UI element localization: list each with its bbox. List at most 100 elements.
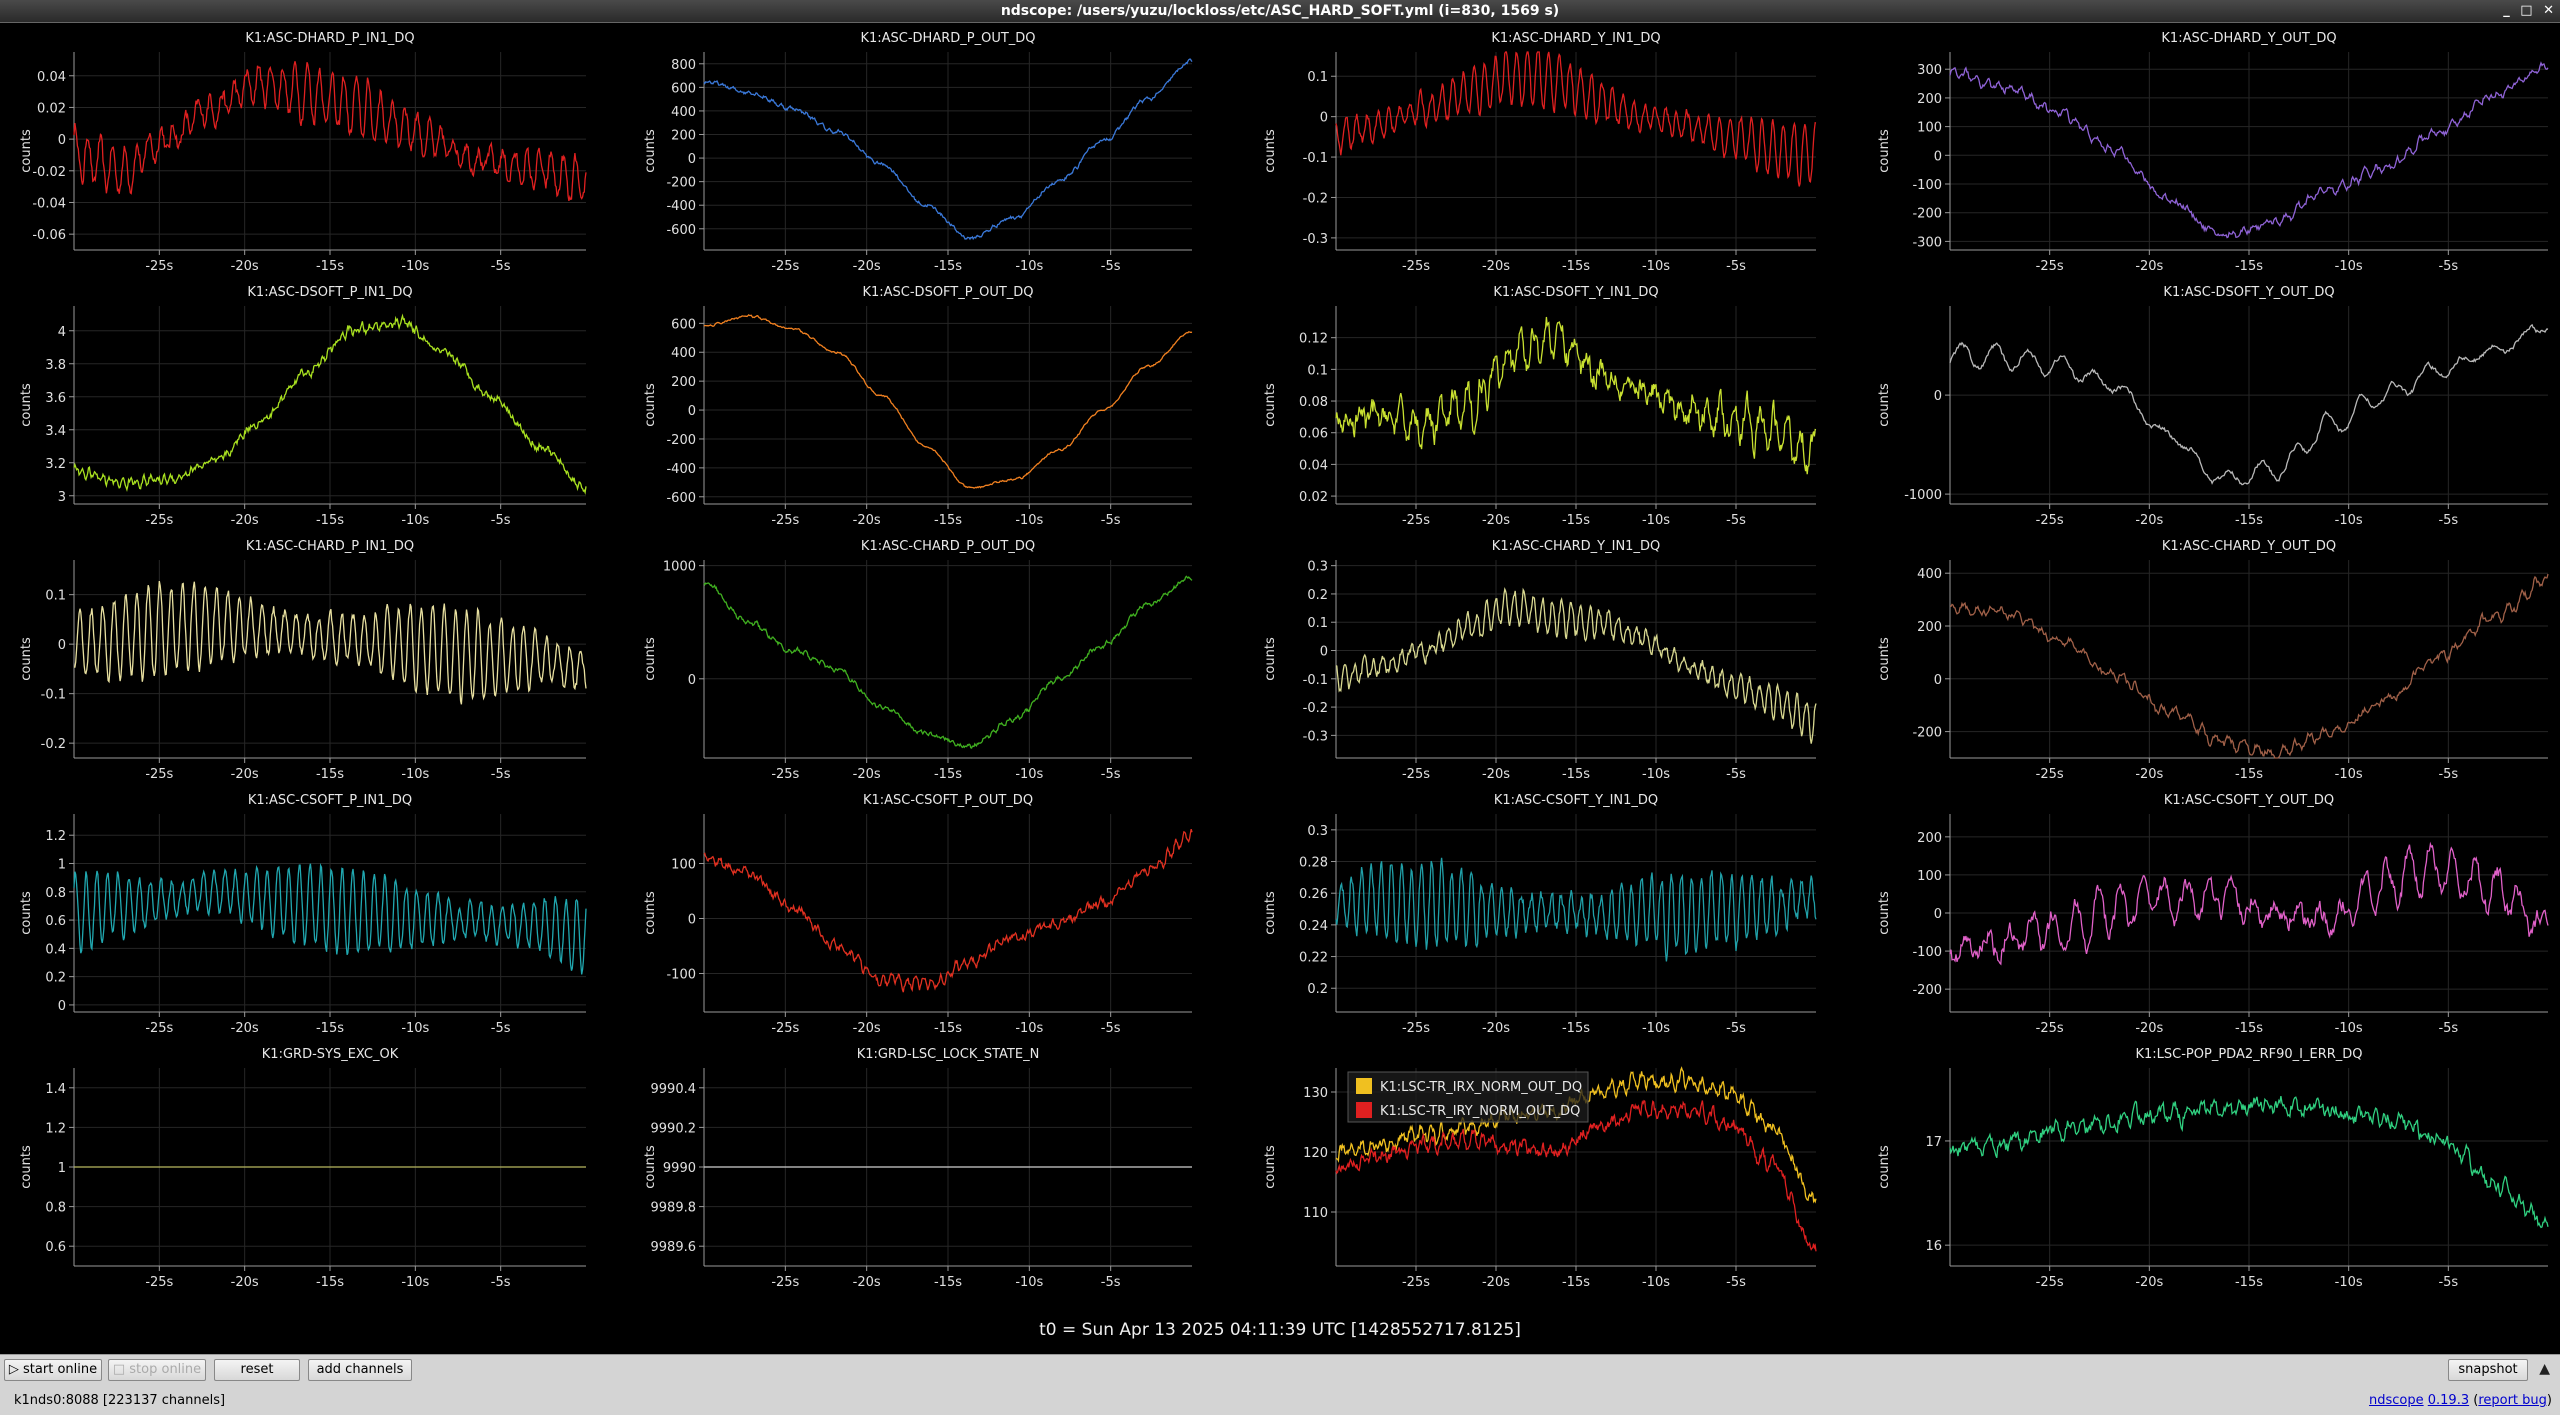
y-axis-label: counts	[1877, 891, 1892, 935]
legend-swatch	[1356, 1102, 1372, 1118]
app-link[interactable]: ndscope	[2368, 1393, 2424, 1408]
maximize-icon[interactable]: □	[2520, 3, 2533, 18]
x-tick-label: -5s	[491, 767, 511, 782]
series-line	[1949, 1095, 2549, 1229]
y-tick-label: 0.06	[1299, 427, 1328, 442]
x-tick-label: -20s	[231, 1021, 259, 1036]
plot-canvas[interactable]: K1:ASC-DHARD_P_IN1_DQ -25s -20s -15s -10s -5s…	[0, 24, 2560, 1324]
y-tick-label: 400	[671, 346, 696, 361]
plot-panel[interactable]: K1:ASC-DHARD_P_OUT_DQ -25s -20s -15s -10s -5s…	[643, 31, 1193, 274]
x-tick-label: -10s	[2335, 259, 2363, 274]
y-tick-label: 0.02	[37, 101, 66, 116]
plot-panel[interactable]: K1:ASC-DHARD_Y_OUT_DQ -25s -20s -15s -10s -5s…	[1877, 31, 2549, 274]
series-line	[73, 863, 587, 975]
minimize-icon[interactable]: _	[2503, 3, 2510, 18]
y-tick-label: 0	[58, 999, 66, 1014]
plot-panel[interactable]: K1:ASC-DSOFT_Y_OUT_DQ -25s -20s -15s -10s -5s…	[1877, 285, 2549, 528]
x-tick-label: -20s	[853, 259, 881, 274]
x-tick-label: -25s	[2036, 1021, 2064, 1036]
version-link[interactable]: 0.19.3	[2427, 1393, 2470, 1408]
x-tick-label: -5s	[1101, 767, 1121, 782]
x-tick-label: -15s	[934, 1275, 962, 1290]
y-tick-label: 0.2	[1307, 588, 1328, 603]
y-tick-label: 0.28	[1299, 856, 1328, 871]
plot-title: K1:ASC-CHARD_P_OUT_DQ	[861, 539, 1035, 554]
x-tick-label: -5s	[2438, 513, 2458, 528]
x-tick-label: -15s	[1562, 259, 1590, 274]
y-tick-label: 0	[1934, 673, 1942, 688]
plot-panel[interactable]: -25s -20s -15s -10s -5s 130 120 110 counts K1:LSC…	[1263, 1066, 1817, 1290]
y-tick-label: 0.6	[45, 914, 66, 929]
start-online-button[interactable]: ▷ start online	[4, 1359, 102, 1381]
add-channels-button[interactable]: add channels	[308, 1359, 412, 1381]
y-axis-label: counts	[19, 383, 34, 427]
plot-panel[interactable]: K1:ASC-CSOFT_P_IN1_DQ -25s -20s -15s -10s -5s…	[19, 793, 587, 1036]
x-tick-label: -20s	[853, 513, 881, 528]
stop-online-button[interactable]: □ stop online	[108, 1359, 206, 1381]
collapse-arrow-icon[interactable]: ▲	[2539, 1361, 2550, 1377]
y-tick-label: 600	[671, 81, 696, 96]
x-tick-label: -20s	[853, 1021, 881, 1036]
x-tick-label: -5s	[2438, 1021, 2458, 1036]
plot-panel[interactable]: K1:ASC-DSOFT_Y_IN1_DQ -25s -20s -15s -10s -5s…	[1263, 285, 1817, 528]
report-bug-link[interactable]: report bug	[2478, 1393, 2547, 1408]
y-axis-label: counts	[19, 129, 34, 173]
series-line	[1335, 51, 1817, 187]
y-tick-label: 600	[671, 317, 696, 332]
legend-box	[1347, 1071, 1589, 1123]
y-tick-label: 800	[671, 58, 696, 73]
legend-swatch	[1356, 1078, 1372, 1094]
y-tick-label: -0.3	[1303, 729, 1328, 744]
x-tick-label: -10s	[1015, 1275, 1043, 1290]
x-tick-label: -20s	[2135, 1021, 2163, 1036]
y-tick-label: -0.02	[32, 165, 66, 180]
plot-title: K1:ASC-DHARD_Y_IN1_DQ	[1491, 31, 1660, 46]
y-tick-label: 9990	[663, 1161, 696, 1176]
plot-panel[interactable]: K1:GRD-SYS_EXC_OK -25s -20s -15s -10s -5s 1.4 1…	[19, 1047, 586, 1290]
plot-panel[interactable]: K1:GRD-LSC_LOCK_STATE_N -25s -20s -15s -10s -…	[643, 1047, 1192, 1290]
plot-panel[interactable]: K1:ASC-CHARD_Y_OUT_DQ -25s -20s -15s -10s -5s…	[1877, 539, 2549, 782]
plot-panel[interactable]: K1:ASC-DHARD_P_IN1_DQ -25s -20s -15s -10s -5s…	[19, 31, 587, 274]
y-axis-label: counts	[1877, 129, 1892, 173]
y-tick-label: 1000	[663, 560, 696, 575]
series-line	[703, 575, 1193, 749]
plot-panel[interactable]: K1:ASC-DSOFT_P_IN1_DQ -25s -20s -15s -10s -5s…	[19, 285, 587, 528]
x-tick-label: -10s	[401, 259, 429, 274]
y-tick-label: 0.1	[1307, 70, 1328, 85]
y-tick-label: 3	[58, 490, 66, 505]
plot-panel[interactable]: K1:ASC-CHARD_P_IN1_DQ -25s -20s -15s -10s -5s…	[19, 539, 587, 782]
x-tick-label: -25s	[771, 259, 799, 274]
snapshot-button[interactable]: snapshot	[2448, 1359, 2528, 1381]
plot-panel[interactable]: K1:ASC-CSOFT_P_OUT_DQ -25s -20s -15s -10s -5s…	[643, 793, 1193, 1036]
y-tick-label: 0.26	[1299, 887, 1328, 902]
plot-panel[interactable]: K1:ASC-CSOFT_Y_IN1_DQ -25s -20s -15s -10s -5s…	[1263, 793, 1817, 1036]
x-tick-label: -10s	[1642, 513, 1670, 528]
plot-panel[interactable]: K1:LSC-POP_PDA2_RF90_I_ERR_DQ -25s -20s -15…	[1877, 1047, 2549, 1290]
series-line	[703, 314, 1193, 489]
series-line	[73, 61, 587, 202]
y-tick-label: -100	[1912, 178, 1942, 193]
y-tick-label: 400	[1917, 567, 1942, 582]
y-tick-label: 110	[1303, 1206, 1328, 1221]
plot-panel[interactable]: K1:ASC-CSOFT_Y_OUT_DQ -25s -20s -15s -10s -5s…	[1877, 793, 2549, 1036]
t0-label: t0 = Sun Apr 13 2025 04:11:39 UTC [14285…	[1039, 1320, 1521, 1340]
plot-panel[interactable]: K1:ASC-DSOFT_P_OUT_DQ -25s -20s -15s -10s -5s…	[643, 285, 1193, 528]
y-tick-label: 0.8	[45, 1201, 66, 1216]
y-tick-label: 3.4	[45, 424, 66, 439]
y-tick-label: 0	[58, 638, 66, 653]
plot-title: K1:LSC-POP_PDA2_RF90_I_ERR_DQ	[2135, 1047, 2362, 1062]
y-tick-label: 0	[688, 673, 696, 688]
x-tick-label: -20s	[1482, 513, 1510, 528]
reset-button[interactable]: reset	[214, 1359, 300, 1381]
window-controls: _ □ ✕	[2497, 0, 2554, 22]
x-tick-label: -25s	[145, 259, 173, 274]
y-tick-label: 200	[671, 375, 696, 390]
x-tick-label: -25s	[1402, 1275, 1430, 1290]
plot-panel[interactable]: K1:ASC-CHARD_Y_IN1_DQ -25s -20s -15s -10s -5s…	[1263, 539, 1817, 782]
y-tick-label: 0	[1934, 149, 1942, 164]
series-line	[73, 313, 587, 495]
plot-panel[interactable]: K1:ASC-DHARD_Y_IN1_DQ -25s -20s -15s -10s -5s…	[1263, 31, 1817, 274]
close-icon[interactable]: ✕	[2543, 3, 2554, 18]
y-tick-label: 0.04	[1299, 458, 1328, 473]
plot-panel[interactable]: K1:ASC-CHARD_P_OUT_DQ -25s -20s -15s -10s -5s…	[643, 539, 1193, 782]
